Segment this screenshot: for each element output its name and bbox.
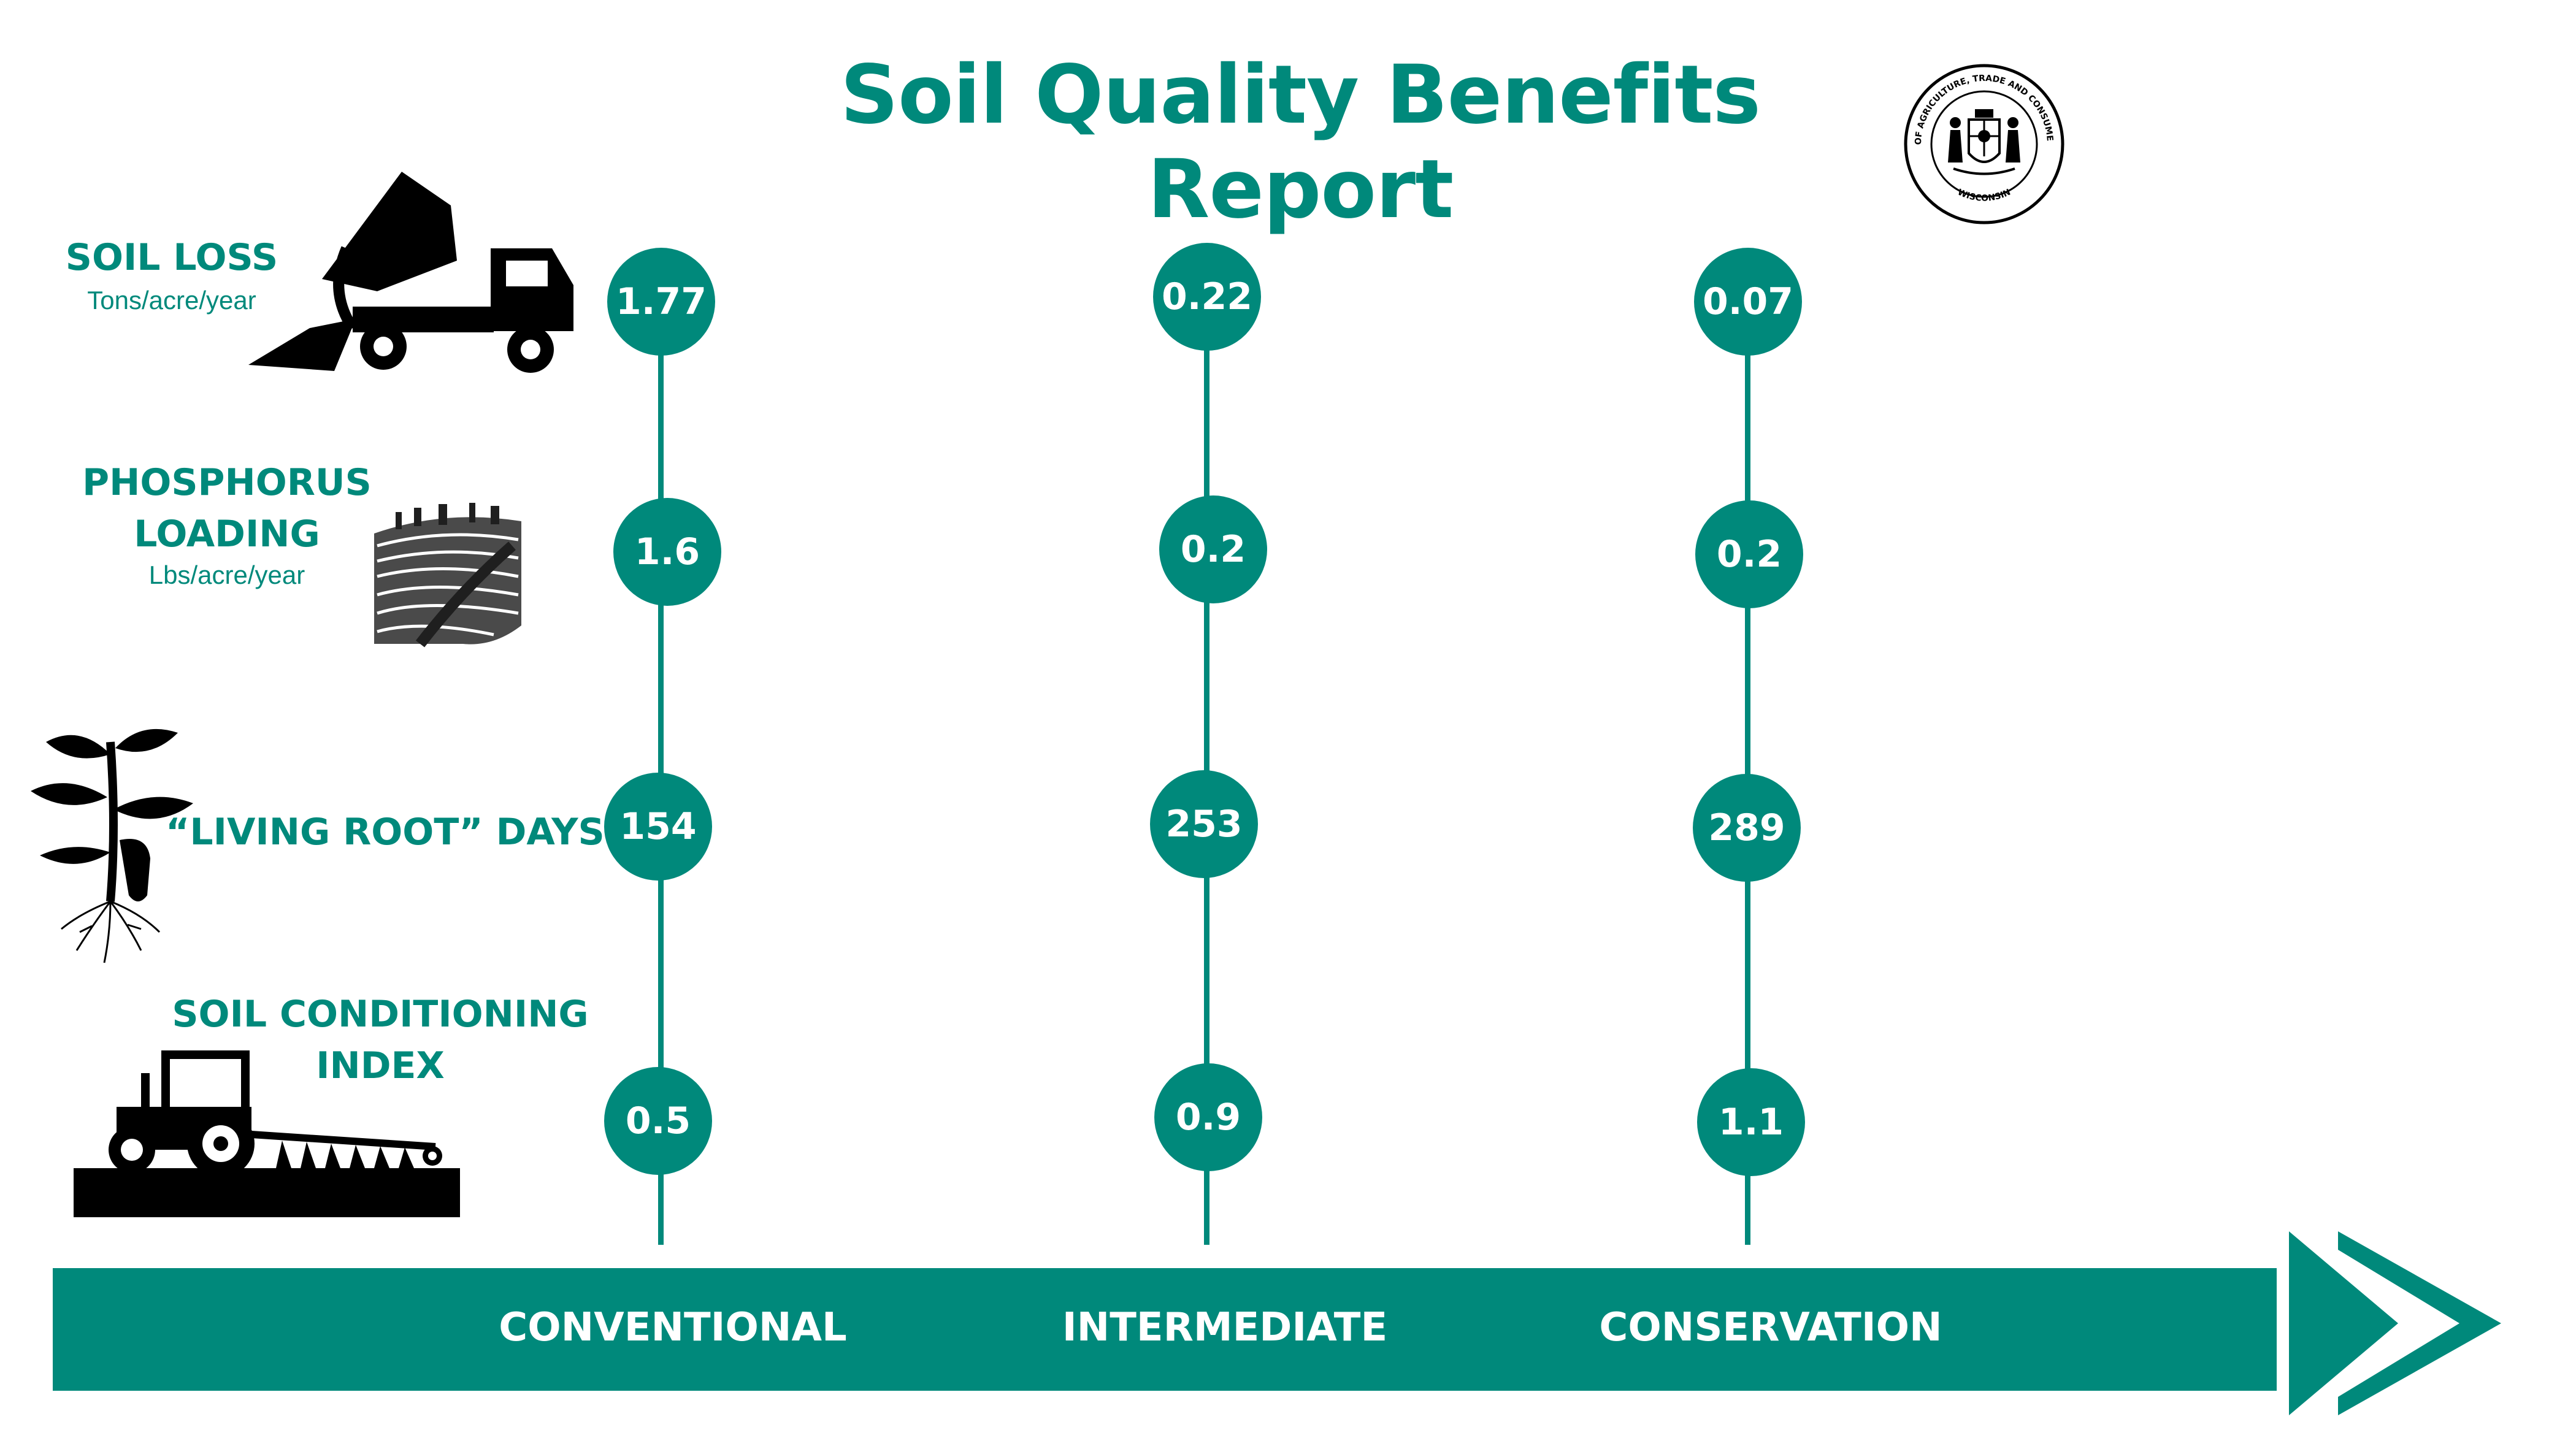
- dump-truck-icon: [248, 172, 573, 373]
- value-phosphorus-conventional: 1.6: [613, 498, 721, 606]
- value-living-root-conservation: 289: [1693, 774, 1801, 882]
- value-soil-loss-conservation: 0.07: [1694, 248, 1802, 356]
- row-label-soil-loss: SOIL LOSS: [65, 236, 278, 279]
- value-phosphorus-intermediate: 0.2: [1159, 495, 1267, 603]
- row-unit-phosphorus-loading: Lbs/acre/year: [148, 560, 305, 589]
- timeline-conservation: [1745, 300, 1750, 1245]
- row-unit-soil-loss: Tons/acre/year: [87, 286, 256, 315]
- row-label-soil-conditioning-index: SOIL CONDITIONING INDEX: [172, 993, 589, 1087]
- value-sci-intermediate: 0.9: [1154, 1063, 1262, 1171]
- value-sci-conservation: 1.1: [1697, 1068, 1805, 1176]
- axis-label-conservation: CONSERVATION: [1599, 1305, 1942, 1350]
- farm-field-icon: [374, 503, 521, 648]
- page-title: Soil Quality Benefits Report: [840, 48, 1761, 237]
- practice-axis-band: [53, 1268, 2277, 1391]
- value-soil-loss-conventional: 1.77: [607, 248, 715, 356]
- axis-label-intermediate: INTERMEDIATE: [1062, 1305, 1388, 1350]
- value-phosphorus-conservation: 0.2: [1695, 500, 1803, 608]
- tractor-plow-icon: [74, 1050, 460, 1217]
- value-living-root-intermediate: 253: [1150, 770, 1258, 878]
- value-soil-loss-intermediate: 0.22: [1153, 243, 1261, 351]
- value-sci-conventional: 0.5: [604, 1067, 712, 1175]
- axis-label-conventional: CONVENTIONAL: [499, 1305, 847, 1350]
- plant-roots-icon: [31, 728, 193, 963]
- row-label-phosphorus-loading: PHOSPHORUS LOADING: [82, 461, 372, 556]
- row-label-living-root-days: “LIVING ROOT” DAYS: [166, 811, 605, 854]
- chevron-right-icon: [2289, 1231, 2501, 1415]
- value-living-root-conventional: 154: [604, 773, 712, 881]
- state-seal-icon: DEPARTMENT OF AGRICULTURE, TRADE AND CON…: [1901, 61, 2064, 224]
